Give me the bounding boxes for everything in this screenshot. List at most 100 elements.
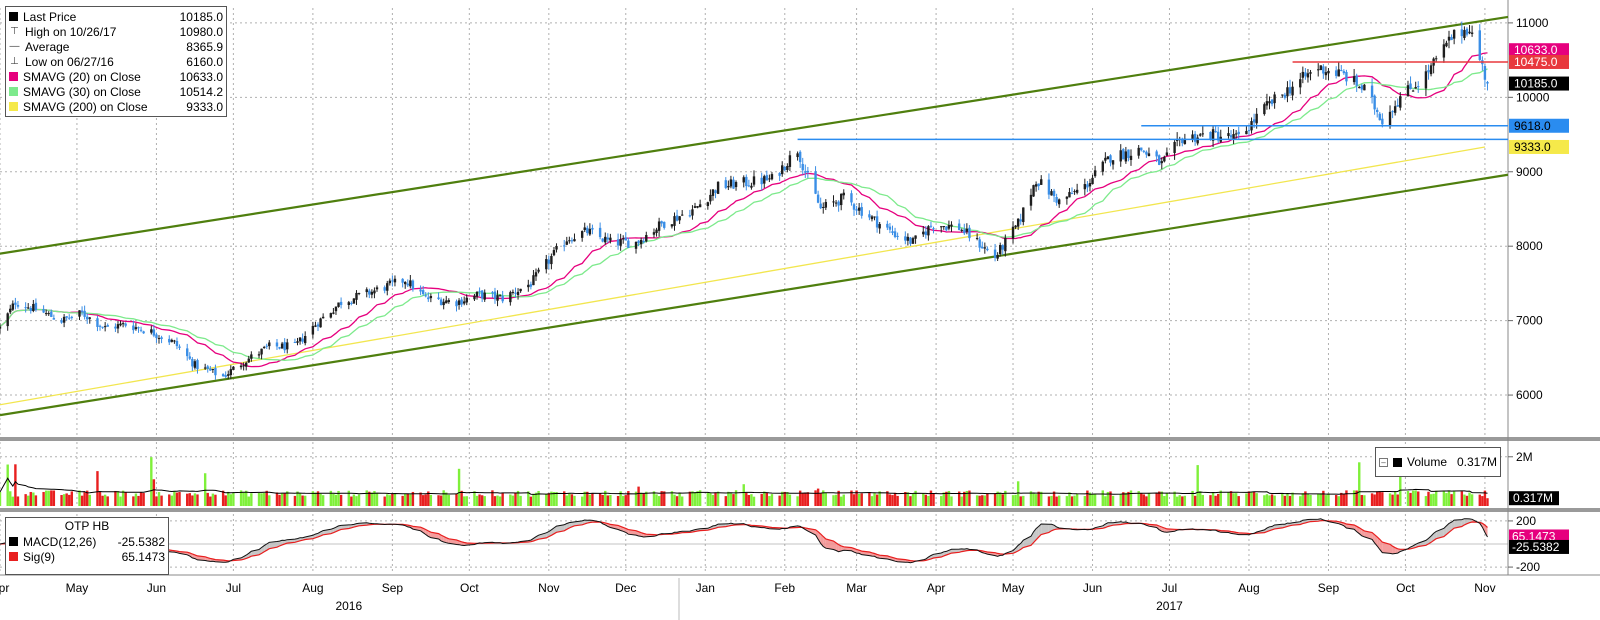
volume-bar (1160, 491, 1163, 506)
x-axis-month-label: Jun (147, 581, 166, 595)
price-level-badge (1509, 76, 1569, 91)
volume-bar (678, 492, 681, 506)
volume-bar (168, 494, 171, 506)
candle-body (750, 185, 753, 188)
volume-bar (781, 491, 784, 506)
volume-bar (1040, 491, 1043, 506)
candle-body (1363, 84, 1366, 91)
volume-bar (1109, 491, 1112, 506)
volume-bar (85, 490, 89, 506)
candle-body (60, 320, 63, 323)
candle-body (1032, 185, 1035, 197)
volume-bar (893, 492, 897, 506)
volume-bar (1175, 496, 1179, 506)
volume-bar (804, 492, 807, 506)
candle-body (696, 206, 699, 208)
macd-histogram-fill (1397, 548, 1401, 554)
candle-body (1199, 134, 1202, 136)
candle-body (1417, 86, 1420, 88)
volume-bar (1004, 490, 1007, 506)
macd-histogram-fill (566, 522, 570, 530)
candle-body (547, 259, 551, 264)
candle-body (401, 278, 404, 283)
macd-histogram-fill (838, 544, 842, 552)
volume-bar (429, 494, 433, 506)
volume-bar (1391, 494, 1394, 506)
volume-bar (280, 493, 284, 506)
candles (0, 21, 1489, 380)
candle-body (1075, 189, 1079, 193)
candle-body (447, 300, 451, 302)
candle-body (616, 239, 620, 246)
volume-bar (496, 495, 499, 506)
volume-bar (493, 496, 497, 506)
volume-bar (891, 495, 894, 506)
candle-body (139, 329, 143, 331)
macd-histogram-fill (807, 528, 816, 535)
candle-body (624, 237, 627, 241)
macd-axis-tick-label: 200 (1516, 514, 1536, 528)
volume-bar (1191, 490, 1194, 506)
candle-body (47, 313, 50, 315)
candle-body (1109, 155, 1112, 163)
candle-body (170, 339, 174, 342)
volume-bar (529, 496, 533, 506)
candle-body (904, 236, 907, 241)
volume-bar (834, 494, 838, 506)
candle-body (999, 245, 1002, 254)
candle-body (247, 358, 250, 363)
candle-body (675, 215, 679, 221)
volume-bar (1309, 494, 1312, 506)
volume-bar (850, 490, 853, 506)
volume-bar (32, 492, 35, 506)
candle-body (1291, 86, 1294, 96)
candle-body (1247, 130, 1251, 132)
volume-bar (857, 493, 861, 506)
volume-bar (1417, 491, 1420, 506)
volume-bar (868, 491, 871, 506)
candle-body (796, 153, 799, 158)
candle-body (11, 303, 15, 310)
volume-bar (652, 491, 656, 506)
candle-body (804, 171, 807, 173)
candle-body (875, 216, 879, 228)
volume-bar (983, 495, 987, 506)
volume-bar (924, 494, 928, 506)
candle-body (404, 281, 407, 285)
volume-bar (655, 494, 658, 506)
candle-body (298, 337, 302, 342)
candle-body (32, 303, 35, 311)
volume-bar (1014, 494, 1017, 506)
volume-bar (388, 495, 392, 506)
x-axis-month-label: Dec (615, 581, 636, 595)
candle-body (891, 231, 894, 233)
macd-histogram-fill (1054, 525, 1057, 530)
price-axis-tick-label: 10000 (1516, 90, 1550, 104)
candle-body (1399, 96, 1402, 108)
candle-body (945, 226, 948, 231)
candle-body (278, 347, 281, 349)
volume-bar (588, 494, 592, 506)
volume-bar (624, 495, 627, 506)
lower-channel-trendline (0, 173, 1509, 417)
volume-bar (1281, 493, 1284, 506)
candle-body (334, 306, 338, 312)
volume-bar (783, 491, 786, 506)
volume-bar (286, 491, 289, 506)
volume-bar (957, 491, 961, 506)
volume-bar (319, 493, 322, 506)
volume-bar (1337, 496, 1340, 506)
volume-bar (188, 493, 191, 506)
volume-average-line (0, 477, 1488, 495)
candle-body (160, 337, 163, 339)
volume-bar (940, 496, 943, 506)
collapse-toggle-icon[interactable]: – (1379, 457, 1388, 467)
candle-body (1352, 76, 1356, 83)
candle-body (1334, 70, 1338, 76)
volume-bar (1165, 492, 1169, 506)
macd-value-badge (1509, 539, 1569, 554)
volume-bar (922, 493, 925, 506)
legend-label: Sig(9) (23, 549, 56, 564)
candle-body (491, 292, 494, 294)
volume-last-label: 0.317M (1513, 491, 1553, 505)
